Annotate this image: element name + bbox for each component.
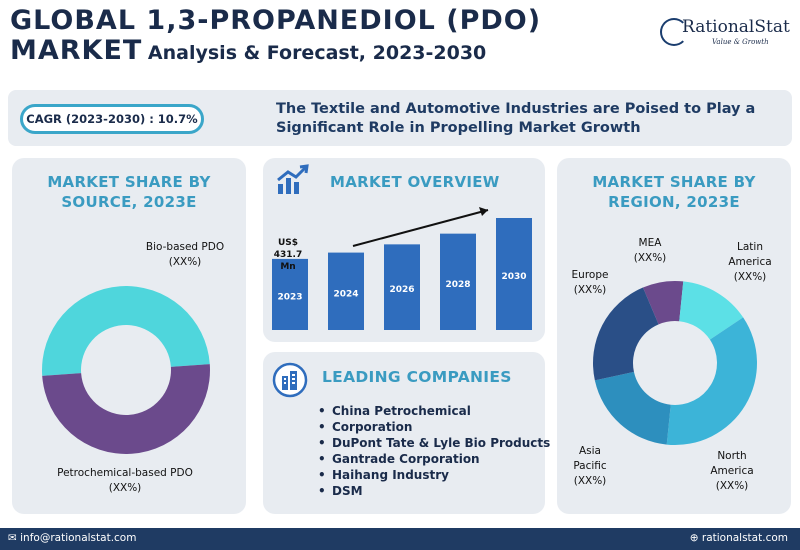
bar-2024 (328, 252, 364, 330)
na-line1: North (717, 450, 747, 462)
donut-slice-petrochemical-based-pdo (42, 364, 210, 454)
donut-slice-latin-america (679, 281, 744, 340)
bio-based-value: (XX%) (168, 256, 202, 268)
buildings-icon (272, 362, 308, 398)
overview-value-line2: 431.7 Mn (273, 250, 303, 272)
asia-line2: Pacific (573, 460, 607, 472)
donut-slice-europe (593, 287, 659, 381)
bar-label-2023: 2023 (277, 292, 302, 302)
trend-arrow-line (352, 209, 489, 247)
donut-slice-bio-based-pdo (42, 286, 210, 376)
asia-value: (XX%) (573, 475, 607, 487)
company-item-continued: Corporation (318, 419, 550, 435)
title-line2-main: MARKET (10, 34, 143, 66)
bio-based-name: Bio-based PDO (145, 241, 225, 253)
donut-slice-north-america (666, 317, 757, 445)
latin-value: (XX%) (733, 271, 767, 283)
region-title-line2: REGION, 2023E (608, 193, 740, 211)
company-item: DSM (318, 483, 550, 499)
donut-slice-asia-pacific (594, 371, 671, 445)
petro-based-name: Petrochemical-based PDO (57, 467, 193, 479)
source-donut-chart (42, 286, 210, 454)
donut-slice-mea (642, 281, 684, 325)
region-title-line1: MARKET SHARE BY (592, 173, 756, 191)
overview-panel-title: MARKET OVERVIEW (330, 173, 500, 191)
bar-2023 (272, 258, 308, 330)
bar-2026 (384, 244, 420, 330)
footer-website[interactable]: ⊕ rationalstat.com (690, 532, 788, 544)
bar-2028 (440, 233, 476, 330)
banner-headline: The Textile and Automotive Industries ar… (276, 100, 776, 138)
bio-based-label: Bio-based PDO (XX%) (130, 240, 240, 270)
footer-bar: ✉ info@rationalstat.com ⊕ rationalstat.c… (0, 528, 800, 550)
logo-circle-icon (660, 18, 688, 46)
title-line1: GLOBAL 1,3-PROPANEDIOL (PDO) (10, 5, 542, 36)
page-title: GLOBAL 1,3-PROPANEDIOL (PDO) MARKET Anal… (10, 6, 541, 65)
logo-tagline: Value & Growth (712, 38, 769, 46)
globe-icon: ⊕ (689, 532, 702, 544)
company-item: DuPont Tate & Lyle Bio Products (318, 435, 550, 451)
companies-list: China Petrochemical Corporation DuPont T… (318, 403, 550, 499)
title-line2-sub: Analysis & Forecast, 2023-2030 (147, 41, 487, 64)
company-item: Gantrade Corporation (318, 451, 550, 467)
bar-label-2024: 2024 (333, 289, 358, 299)
mea-label: MEA (XX%) (620, 236, 680, 266)
overview-bar-chart: 2023 2024 2026 2028 2030 (272, 207, 532, 330)
petro-based-label: Petrochemical-based PDO (XX%) (20, 466, 230, 496)
latin-line2: America (728, 256, 772, 268)
source-title-line2: SOURCE, 2023E (61, 193, 197, 211)
na-line2: America (710, 465, 754, 477)
headline-line1: The Textile and Automotive Industries ar… (276, 101, 756, 117)
latin-line1: Latin (737, 241, 763, 253)
growth-chart-icon (277, 164, 309, 194)
footer-email[interactable]: ✉ info@rationalstat.com (8, 532, 136, 544)
email-text: info@rationalstat.com (20, 532, 137, 544)
asia-line1: Asia (578, 445, 601, 457)
mea-value: (XX%) (633, 252, 667, 264)
email-icon: ✉ (8, 532, 21, 544)
europe-value: (XX%) (573, 284, 607, 296)
na-value: (XX%) (715, 480, 749, 492)
company-logo: RationalStat Value & Growth (660, 14, 790, 54)
source-title-line1: MARKET SHARE BY (47, 173, 211, 191)
north-america-label: North America (XX%) (702, 449, 762, 494)
companies-panel-title: LEADING COMPANIES (322, 368, 512, 386)
mea-name: MEA (638, 237, 662, 249)
source-panel-title: MARKET SHARE BY SOURCE, 2023E (12, 172, 246, 212)
region-panel-title: MARKET SHARE BY REGION, 2023E (557, 172, 791, 212)
overview-value-line1: US$ (277, 238, 299, 248)
headline-line2: Significant Role in Propelling Market Gr… (276, 120, 641, 136)
company-item: Haihang Industry (318, 467, 550, 483)
bar-2030 (496, 218, 532, 330)
bar-label-2028: 2028 (445, 280, 470, 290)
asia-pacific-label: Asia Pacific (XX%) (562, 444, 618, 489)
cagr-banner: CAGR (2023-2030) : 10.7% The Textile and… (8, 90, 792, 146)
petro-based-value: (XX%) (108, 482, 142, 494)
overview-value-label: US$ 431.7 Mn (266, 237, 310, 273)
cagr-badge: CAGR (2023-2030) : 10.7% (20, 104, 204, 134)
europe-label: Europe (XX%) (562, 268, 618, 298)
company-item: China Petrochemical (318, 403, 550, 419)
bar-label-2030: 2030 (501, 272, 526, 282)
region-donut-chart (593, 281, 757, 445)
bar-label-2026: 2026 (389, 285, 414, 295)
trend-arrow-head (479, 207, 488, 216)
logo-name: RationalStat (682, 17, 790, 37)
website-text: rationalstat.com (701, 532, 788, 544)
europe-name: Europe (571, 269, 609, 281)
latin-america-label: Latin America (XX%) (712, 240, 788, 285)
